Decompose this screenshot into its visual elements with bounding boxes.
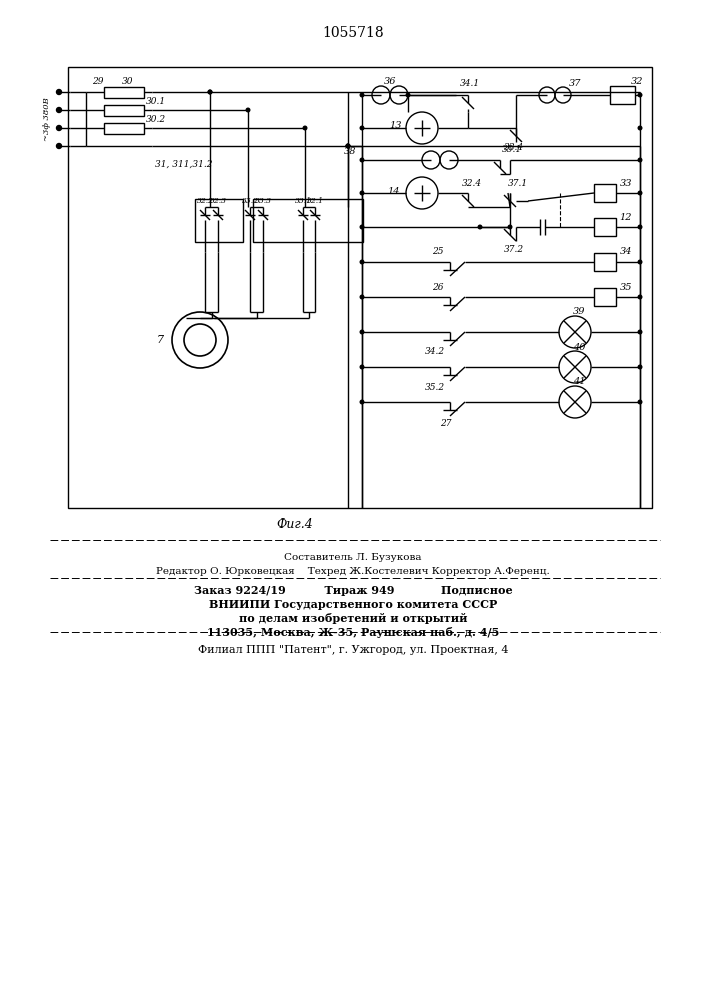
Circle shape [359,330,365,334]
Text: Филиал ППП "Патент", г. Ужгород, ул. Проектная, 4: Филиал ППП "Патент", г. Ужгород, ул. Про… [198,645,508,655]
Circle shape [638,364,643,369]
Text: 36: 36 [384,77,396,86]
Circle shape [638,330,643,334]
Text: 34.2: 34.2 [425,348,445,357]
Bar [104,122,144,133]
Circle shape [57,125,62,130]
Text: 29: 29 [92,78,103,87]
Text: 1055718: 1055718 [322,26,384,40]
Text: 25: 25 [432,247,444,256]
Text: 30: 30 [122,78,134,87]
Bar [594,184,616,202]
Text: 40: 40 [573,342,585,352]
Bar [104,87,144,98]
Bar [104,104,144,115]
Text: 7: 7 [156,335,163,345]
Bar [594,288,616,306]
Text: 34: 34 [620,247,632,256]
Text: 37: 37 [568,79,581,88]
Circle shape [57,90,62,95]
Circle shape [207,90,213,95]
Text: 35: 35 [620,282,632,292]
Circle shape [406,93,411,98]
Text: 32.3: 32.3 [209,197,226,205]
Circle shape [57,143,62,148]
Text: 32.4: 32.4 [462,178,482,188]
Text: 33.2: 33.2 [242,197,259,205]
Text: 33.4: 33.4 [504,143,524,152]
Text: 41: 41 [573,377,585,386]
Text: 13: 13 [390,121,402,130]
Bar [195,199,243,242]
Circle shape [57,107,62,112]
Circle shape [638,225,643,230]
Circle shape [638,125,643,130]
Circle shape [508,225,513,230]
Text: 113035, Москва, Ж-35, Раушская наб., д. 4/5: 113035, Москва, Ж-35, Раушская наб., д. … [207,626,499,638]
Text: 26: 26 [432,282,444,292]
Circle shape [359,225,365,230]
Text: 37.2: 37.2 [504,244,524,253]
Circle shape [359,125,365,130]
Text: 35.2: 35.2 [425,382,445,391]
Text: Заказ 9224/19          Тираж 949            Подписное: Заказ 9224/19 Тираж 949 Подписное [194,584,513,595]
Text: Редактор О. Юрковецкая    Техред Ж.Костелевич Корректор А.Ференц.: Редактор О. Юрковецкая Техред Ж.Костелев… [156,568,550,576]
Text: 33: 33 [620,178,632,188]
Text: 32.1: 32.1 [307,197,324,205]
Bar [594,218,616,236]
Text: 37.1: 37.1 [508,178,528,188]
Circle shape [638,399,643,404]
Text: 32: 32 [631,77,644,86]
Circle shape [346,143,351,148]
Text: 31, 311,31.2: 31, 311,31.2 [155,159,213,168]
Text: 39: 39 [573,308,585,316]
Bar [610,86,635,104]
Circle shape [359,157,365,162]
Text: 32.2: 32.2 [197,197,214,205]
Circle shape [207,90,213,95]
Text: 12: 12 [620,213,632,222]
Bar [594,253,616,271]
Text: ~3ф 380В: ~3ф 380В [43,97,51,141]
Text: по делам изобретений и открытий: по делам изобретений и открытий [239,612,467,624]
Circle shape [245,107,250,112]
Circle shape [359,399,365,404]
Circle shape [359,190,365,196]
Text: 27: 27 [440,420,452,428]
Circle shape [303,125,308,130]
Circle shape [359,259,365,264]
Circle shape [638,259,643,264]
Text: 33.1: 33.1 [295,197,312,205]
Text: Фиг.4: Фиг.4 [276,518,313,530]
Text: 14: 14 [387,186,400,196]
Circle shape [346,143,351,148]
Text: 34.1: 34.1 [460,80,480,89]
Text: 33.3: 33.3 [255,197,271,205]
Text: 30.1: 30.1 [146,97,166,105]
Text: Составитель Л. Бузукова: Составитель Л. Бузукова [284,552,422,562]
Circle shape [346,143,351,148]
Circle shape [638,190,643,196]
Circle shape [359,93,365,98]
Text: 35.1: 35.1 [502,145,522,154]
Circle shape [359,364,365,369]
Circle shape [638,157,643,162]
Circle shape [477,225,482,230]
Circle shape [638,294,643,300]
Bar [68,67,652,508]
Circle shape [638,93,643,98]
Text: 30.2: 30.2 [146,114,166,123]
Circle shape [359,294,365,300]
Text: 38: 38 [344,147,356,156]
Text: ВНИИПИ Государственного комитета СССР: ВНИИПИ Государственного комитета СССР [209,599,497,610]
Bar [253,199,363,242]
